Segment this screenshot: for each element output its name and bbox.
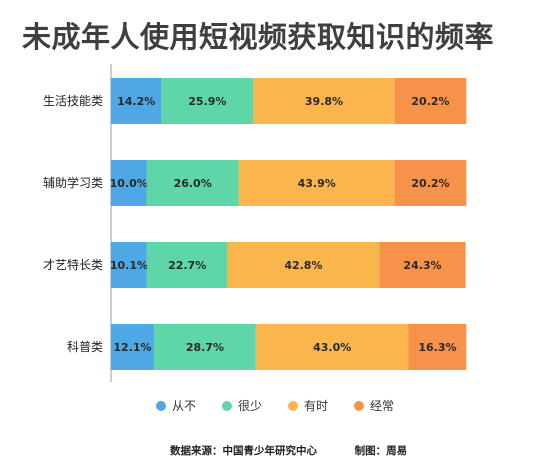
legend-swatch-often xyxy=(354,400,365,411)
bar-segment-sometimes xyxy=(227,242,380,288)
bar-segment-often xyxy=(394,78,467,124)
data-label: 28.7% xyxy=(186,341,224,354)
category-label: 辅助学习类 xyxy=(43,175,103,190)
bar-segment-often xyxy=(379,242,466,288)
legend-label-often: 经常 xyxy=(370,399,395,413)
bar-segment-never xyxy=(111,160,147,206)
data-label: 22.7% xyxy=(168,259,206,272)
bar-segment-never xyxy=(111,324,154,370)
bar-segment-often xyxy=(408,324,467,370)
footer: 数据来源：中国青少年研究中心 制图：周易 xyxy=(170,443,407,458)
category-label: 生活技能类 xyxy=(43,94,103,108)
data-label: 16.3% xyxy=(418,341,456,354)
bar-segment-rarely xyxy=(146,160,239,206)
data-label: 10.1% xyxy=(110,259,148,272)
bar-segment-never xyxy=(111,242,147,288)
bar-segment-often xyxy=(394,160,467,206)
bar-segment-sometimes xyxy=(253,78,395,124)
category-label: 科普类 xyxy=(67,340,103,354)
legend-swatch-sometimes xyxy=(288,400,298,411)
bar-segment-rarely xyxy=(153,324,256,370)
bar-segment-never xyxy=(111,78,162,124)
data-label: 20.2% xyxy=(411,95,449,108)
legend-item-often: 经常 xyxy=(354,397,394,414)
data-label: 26.0% xyxy=(174,177,212,190)
legend-swatch-never xyxy=(155,400,166,411)
data-source: 数据来源：中国青少年研究中心 xyxy=(170,445,317,457)
bar-segment-sometimes xyxy=(255,324,409,370)
bar-segment-sometimes xyxy=(238,160,395,206)
legend-item-rarely: 很少 xyxy=(221,397,262,414)
legend-label-sometimes: 有时 xyxy=(304,399,329,413)
legend-item-never: 从不 xyxy=(155,397,196,414)
stacked-bar-chart: 生活技能类 14.2% 25.9% 39.8% 20.2% 辅助学习类 10.0% 26.0%… xyxy=(43,64,467,382)
bar-segment-rarely xyxy=(146,242,228,288)
data-label: 12.1% xyxy=(113,341,151,354)
data-label: 25.9% xyxy=(188,95,226,108)
legend-label-never: 从不 xyxy=(171,399,196,413)
data-label: 20.2% xyxy=(411,177,449,190)
data-label: 39.8% xyxy=(305,95,343,108)
legend: 从不 很少 有时 经常 xyxy=(0,397,550,414)
legend-item-sometimes: 有时 xyxy=(288,397,328,414)
data-label: 43.9% xyxy=(298,177,336,190)
category-label: 才艺特长类 xyxy=(43,257,103,272)
chart-title: 未成年人使用短视频获取知识的频率 xyxy=(22,20,495,54)
data-label: 14.2% xyxy=(117,95,155,108)
data-label: 24.3% xyxy=(403,259,441,272)
data-label: 10.0% xyxy=(110,177,148,190)
data-label: 42.8% xyxy=(284,259,322,272)
bar-segment-rarely xyxy=(161,78,254,124)
legend-label-rarely: 很少 xyxy=(237,399,262,413)
data-label: 43.0% xyxy=(313,341,351,354)
legend-swatch-rarely xyxy=(221,400,232,411)
chart-credit: 制图：周易 xyxy=(354,445,408,457)
